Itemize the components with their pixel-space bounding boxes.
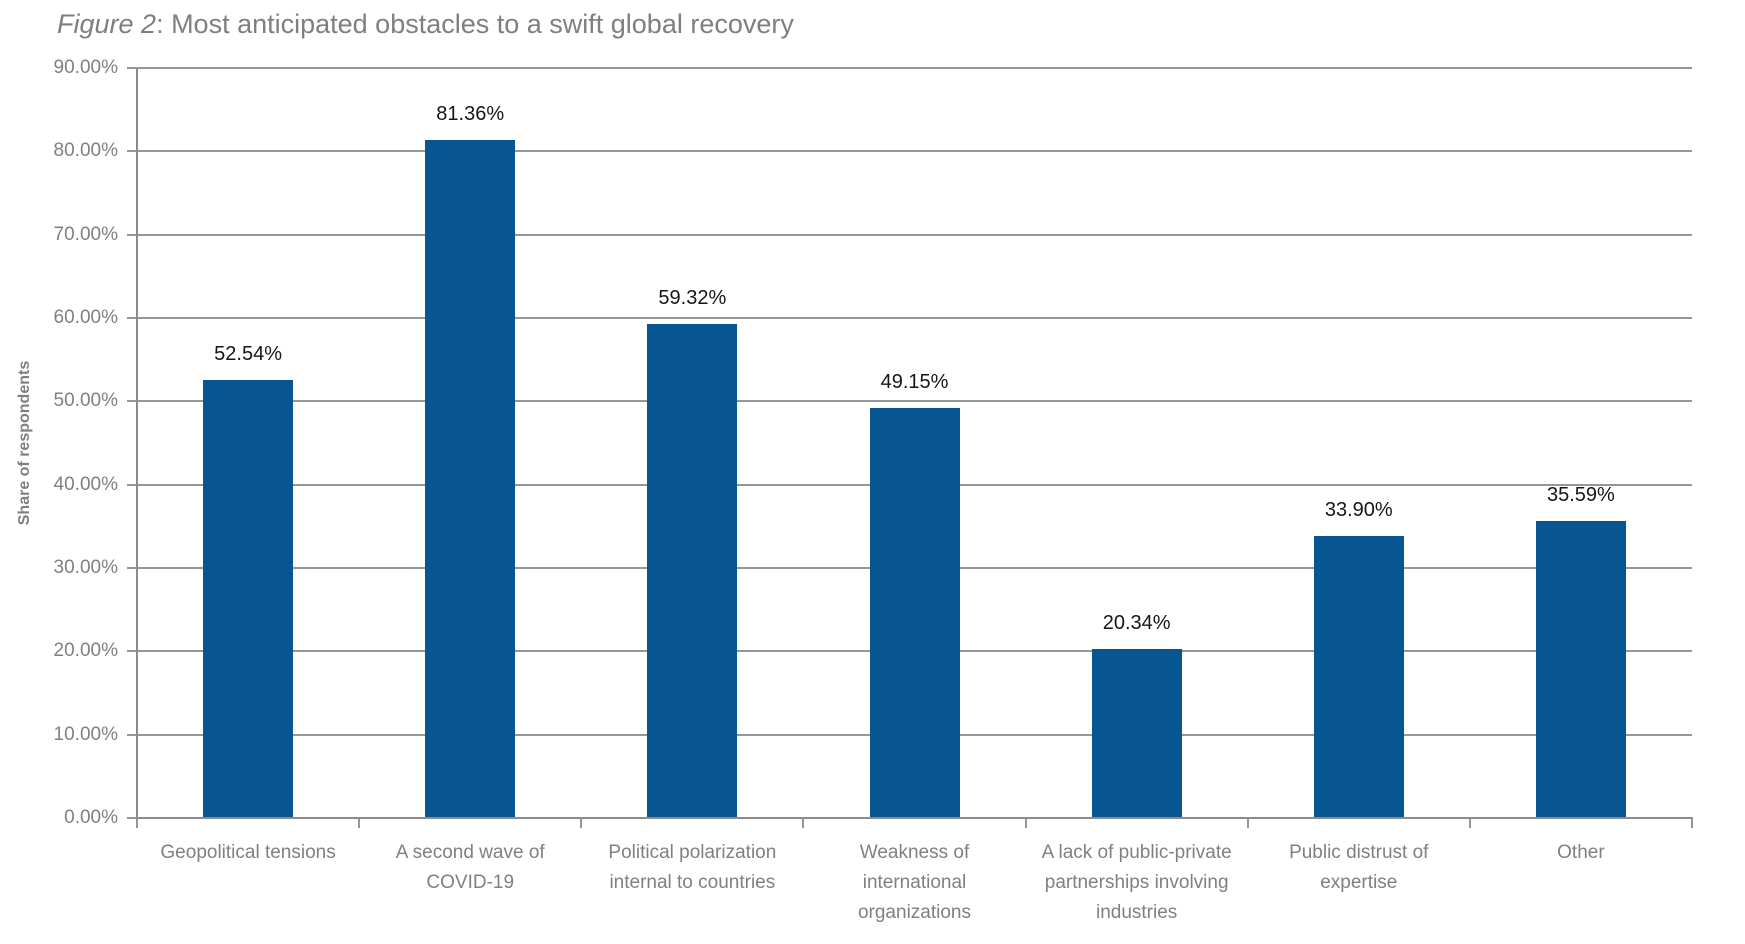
bar	[1535, 521, 1626, 818]
x-tick-mark	[802, 818, 805, 828]
y-tick-label: 70.00%	[53, 223, 118, 245]
x-tick-mark	[1691, 818, 1693, 828]
y-tick-label: 30.00%	[53, 557, 118, 578]
gridline	[137, 67, 1692, 69]
y-tick-label: 20.00%	[53, 640, 118, 662]
y-tick-label: 0.00%	[64, 807, 118, 828]
y-tick-mark	[127, 400, 137, 403]
y-tick-mark	[127, 650, 137, 653]
x-tick-mark	[580, 818, 583, 828]
y-tick-mark	[127, 317, 137, 319]
chart-title: Figure 2: Most anticipated obstacles to …	[57, 6, 794, 42]
category-label: Public distrust of expertise	[1289, 842, 1429, 893]
y-tick-label: 10.00%	[53, 723, 118, 745]
bar-value-label: 81.36%	[436, 103, 505, 125]
bar-value-label: 33.90%	[1324, 498, 1393, 521]
y-tick-mark	[127, 233, 137, 236]
bar	[647, 323, 738, 818]
y-tick-label: 50.00%	[53, 390, 118, 412]
y-tick-mark	[127, 483, 137, 486]
category-label: Other	[1557, 842, 1605, 863]
chart-title-figure-number: Figure 2	[57, 9, 157, 39]
gridline	[137, 317, 1692, 319]
y-tick-mark	[127, 733, 137, 736]
bar-value-label: 20.34%	[1102, 611, 1171, 634]
x-tick-mark	[1468, 818, 1471, 828]
x-tick-mark	[1246, 818, 1249, 828]
bar	[203, 380, 294, 818]
y-tick-label: 60.00%	[53, 307, 118, 328]
bar	[869, 408, 960, 818]
category-label: Geopolitical tensions	[160, 842, 336, 863]
y-tick-mark	[127, 150, 137, 153]
x-tick-mark	[1024, 818, 1027, 828]
y-axis-line	[136, 68, 138, 818]
gridline	[137, 150, 1692, 153]
bar	[425, 140, 516, 818]
category-label: Political polarization internal to count…	[608, 842, 777, 893]
bar-value-label: 35.59%	[1547, 484, 1615, 507]
bar	[1313, 535, 1404, 818]
category-label: Weakness of international organizations	[857, 842, 971, 923]
bar-value-label: 52.54%	[214, 343, 282, 366]
category-label: A second wave of COVID-19	[395, 842, 545, 893]
x-axis-line	[136, 817, 1693, 819]
chart-title-text: : Most anticipated obstacles to a swift …	[156, 9, 794, 39]
gridline	[137, 400, 1692, 403]
y-tick-mark	[127, 567, 137, 569]
y-tick-label: 80.00%	[53, 140, 118, 162]
bar	[1091, 648, 1182, 818]
gridline	[137, 233, 1692, 236]
category-label: A lack of public-private partnerships in…	[1041, 842, 1232, 923]
bar-value-label: 59.32%	[658, 286, 727, 309]
y-tick-label: 90.00%	[53, 57, 118, 78]
x-tick-mark	[358, 818, 361, 828]
y-tick-mark	[127, 67, 137, 69]
x-tick-mark	[136, 818, 138, 828]
bar-value-label: 49.15%	[880, 371, 949, 394]
y-tick-mark	[127, 817, 137, 819]
y-tick-label: 40.00%	[53, 473, 118, 495]
